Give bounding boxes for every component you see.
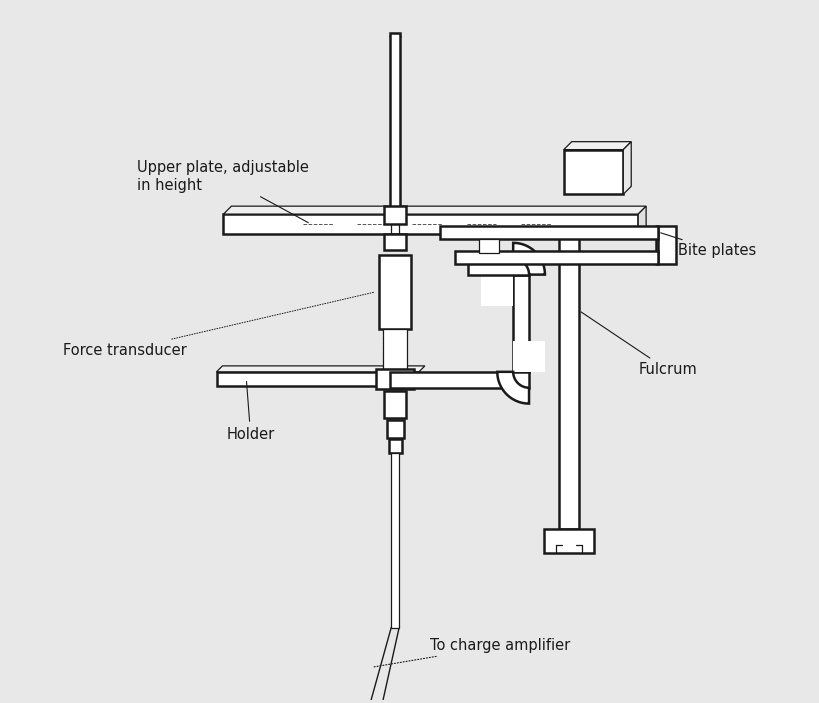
Bar xyxy=(479,239,499,253)
Bar xyxy=(454,251,657,264)
Text: To charge amplifier: To charge amplifier xyxy=(373,638,569,667)
Polygon shape xyxy=(637,206,645,234)
Polygon shape xyxy=(513,243,545,275)
Text: Holder: Holder xyxy=(226,382,274,442)
Text: Fulcrum: Fulcrum xyxy=(580,312,696,378)
Bar xyxy=(513,341,545,372)
Polygon shape xyxy=(622,142,631,194)
Text: Bite plates: Bite plates xyxy=(660,233,755,258)
Bar xyxy=(378,254,410,329)
Bar xyxy=(384,234,405,250)
Bar xyxy=(390,372,528,388)
Polygon shape xyxy=(216,366,424,372)
Bar xyxy=(513,275,528,372)
Bar xyxy=(387,420,404,438)
Bar xyxy=(384,206,405,224)
Text: Upper plate, adjustable
in height: Upper plate, adjustable in height xyxy=(137,160,309,223)
Text: Force transducer: Force transducer xyxy=(63,292,374,358)
Bar xyxy=(384,391,405,418)
Bar xyxy=(439,226,657,239)
Polygon shape xyxy=(563,142,631,150)
Polygon shape xyxy=(496,372,528,404)
Bar xyxy=(657,226,675,264)
Polygon shape xyxy=(224,206,645,214)
Bar xyxy=(467,259,528,275)
Bar xyxy=(224,214,637,234)
Bar xyxy=(382,329,406,369)
Bar xyxy=(563,150,622,194)
Bar xyxy=(481,275,513,307)
Bar xyxy=(543,529,593,553)
Bar xyxy=(389,439,401,453)
Bar xyxy=(216,372,419,386)
Bar xyxy=(391,453,399,628)
Bar xyxy=(558,231,578,529)
Bar xyxy=(376,369,414,389)
Bar xyxy=(390,32,400,216)
